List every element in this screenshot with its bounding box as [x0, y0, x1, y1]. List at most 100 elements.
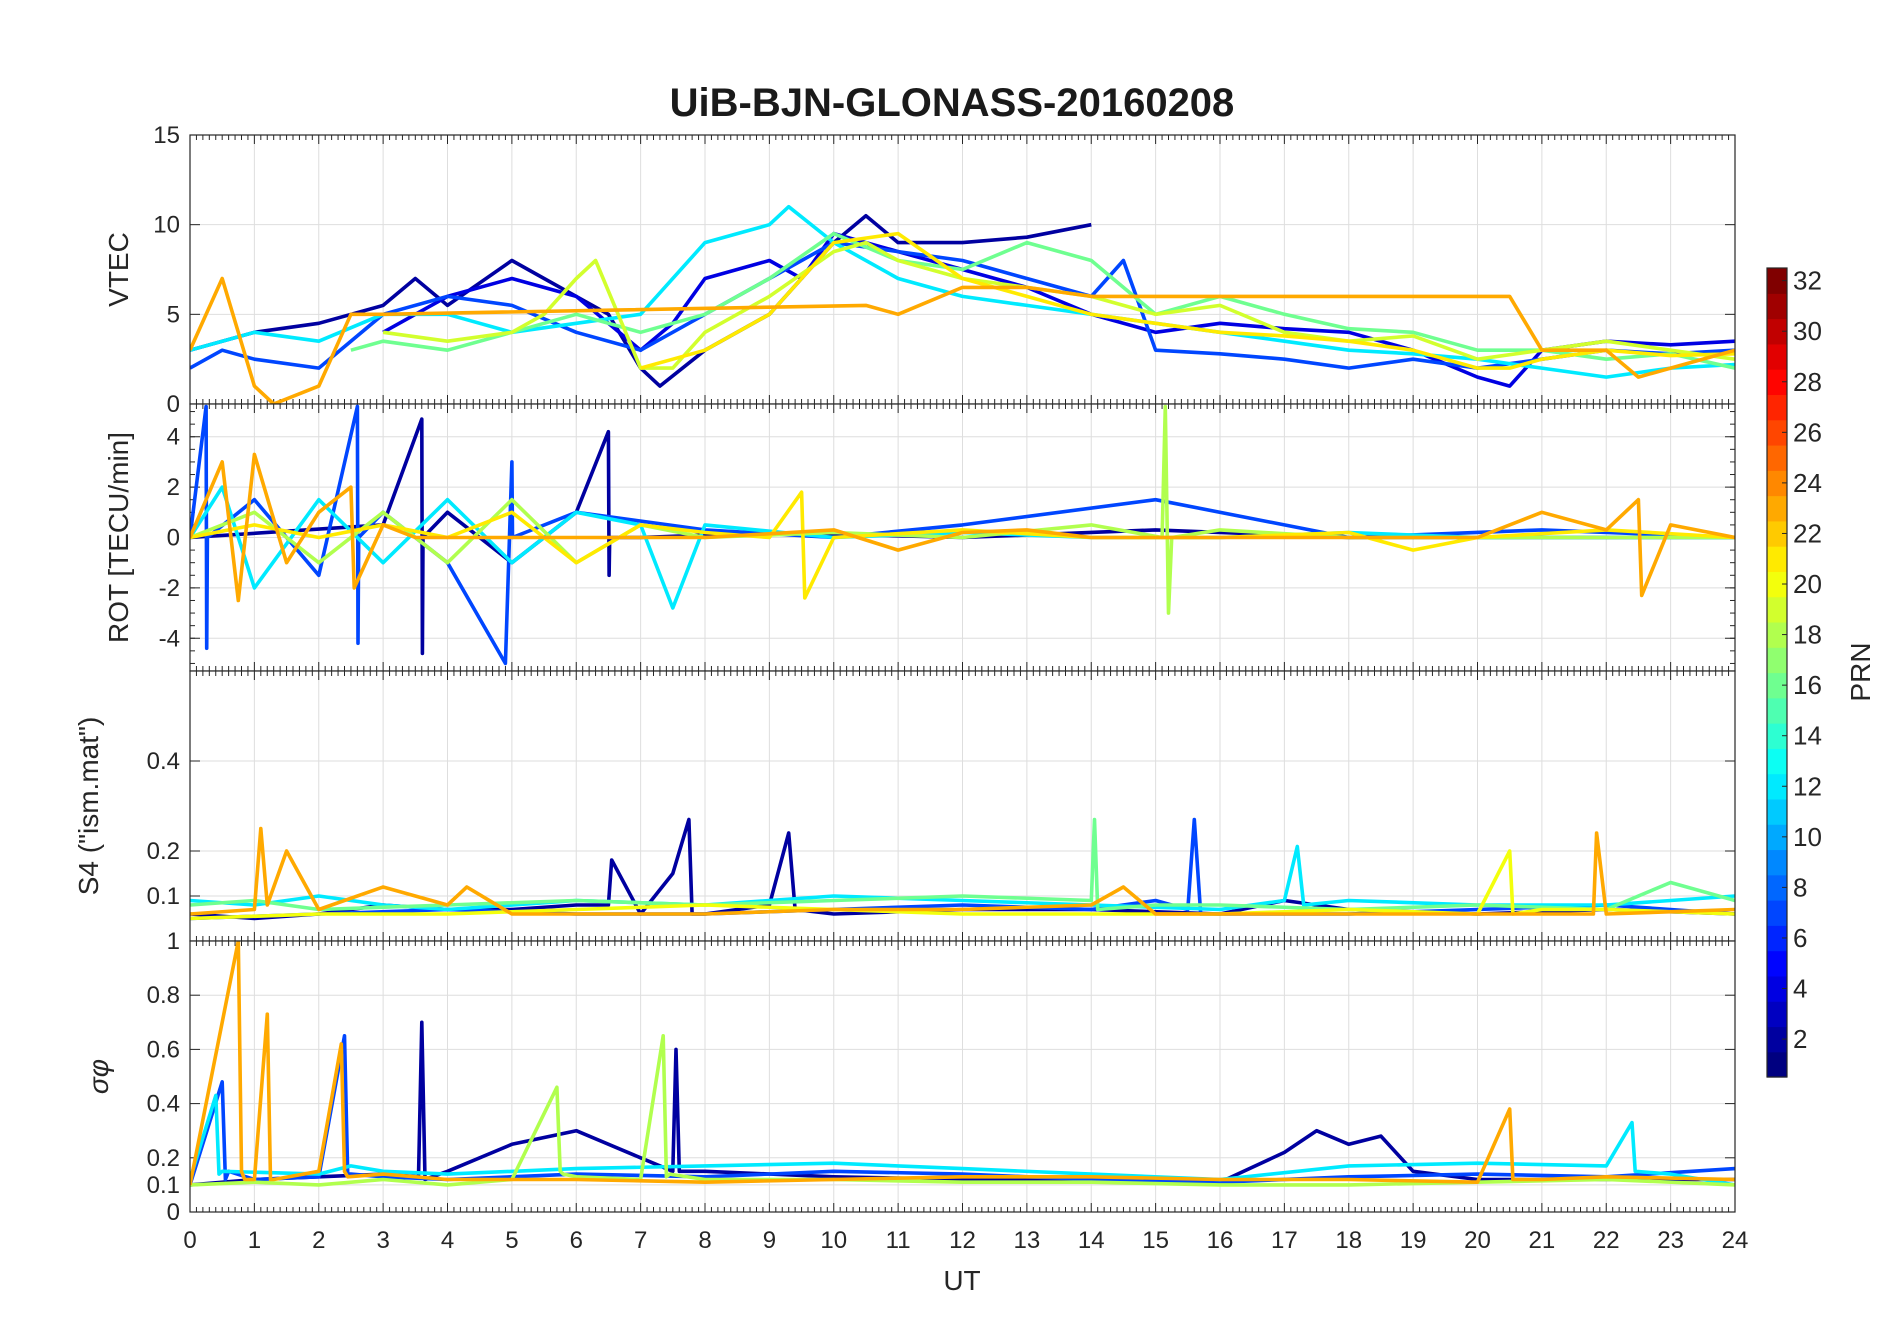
series-line-prn-23 — [190, 941, 1735, 1186]
series-line-prn-23 — [190, 826, 1735, 916]
colorbar-swatch — [1767, 369, 1787, 396]
colorbar-swatch — [1767, 647, 1787, 674]
colorbar-swatch — [1767, 495, 1787, 522]
x-tick-label: 6 — [570, 1227, 583, 1254]
colorbar-swatch — [1767, 874, 1787, 901]
panel-frame — [189, 940, 1736, 1213]
y-tick-label: 0 — [167, 391, 180, 418]
x-axis-label: UT — [943, 1265, 980, 1296]
rot-panel: -4 -2 0 2 4 ROT [TECU/min] — [103, 403, 1736, 672]
series-line-prn-12 — [190, 844, 1735, 912]
x-tick-label: 11 — [886, 1227, 911, 1254]
x-tick-label: 13 — [1014, 1227, 1041, 1254]
y-tick-label: 0 — [167, 1199, 180, 1226]
colorbar-swatch — [1767, 293, 1787, 320]
y-tick-label: 0.2 — [147, 838, 180, 865]
x-tick-label: 15 — [1142, 1227, 1169, 1254]
series-line-prn-21 — [190, 490, 1735, 600]
colorbar-swatch — [1767, 900, 1787, 926]
x-tick-label: 10 — [820, 1227, 847, 1254]
series-line-prn-23 — [190, 452, 1735, 603]
y-tick-label: 0.4 — [147, 1091, 180, 1118]
y-tick-label: 10 — [153, 212, 180, 239]
y-tick-label: 5 — [167, 301, 180, 328]
x-tick-label: 12 — [949, 1227, 976, 1254]
colorbar-swatch — [1767, 723, 1787, 749]
colorbar-tick-label: 16 — [1793, 670, 1822, 700]
colorbar-tick-label: 8 — [1793, 872, 1807, 902]
colorbar-swatch — [1767, 950, 1787, 977]
y-axis-label: σφ — [83, 1059, 114, 1094]
series-line-prn-19 — [382, 240, 1735, 370]
colorbar-label: PRN — [1845, 642, 1876, 701]
colorbar-swatch — [1767, 596, 1787, 623]
series-line-prn-2 — [190, 1020, 1735, 1187]
x-tick-label: 21 — [1529, 1227, 1556, 1254]
y-tick-label: 0.8 — [147, 982, 180, 1009]
colorbar-tick-label: 18 — [1793, 620, 1822, 650]
colorbar-swatch — [1767, 546, 1787, 572]
colorbar-tick-label: 10 — [1793, 822, 1822, 852]
x-tick-label: 20 — [1464, 1227, 1491, 1254]
colorbar-tick-label: 4 — [1793, 974, 1807, 1004]
x-tick-label: 16 — [1207, 1227, 1234, 1254]
x-tick-label: 23 — [1657, 1227, 1684, 1254]
colorbar-tick-label: 22 — [1793, 518, 1822, 548]
x-tick-label: 18 — [1335, 1227, 1362, 1254]
x-tick-label: 9 — [763, 1227, 776, 1254]
y-tick-label: 0.1 — [147, 1172, 180, 1199]
y-tick-label: 4 — [167, 424, 180, 451]
y-tick-label: 1 — [167, 928, 180, 955]
colorbar-swatch — [1767, 520, 1787, 547]
colorbar-swatch — [1767, 1026, 1787, 1053]
x-tick-label: 24 — [1722, 1227, 1749, 1254]
y-tick-label: 2 — [167, 474, 180, 501]
s4-panel: 0.1 0.2 0.4 S4 ("ism.mat") — [73, 670, 1736, 942]
colorbar-swatch — [1767, 343, 1787, 370]
series-line-prn-7 — [190, 240, 1735, 370]
x-tick-label: 2 — [312, 1227, 325, 1254]
colorbar-swatch — [1767, 1051, 1787, 1078]
y-tick-label: 0.2 — [147, 1145, 180, 1172]
colorbar-swatch — [1767, 268, 1787, 294]
vtec-panel: 0 5 10 15 VTEC — [103, 122, 1736, 418]
x-tick-label: 14 — [1078, 1227, 1105, 1254]
colorbar-swatch — [1767, 975, 1787, 1002]
series-line-prn-2 — [190, 417, 1735, 656]
colorbar-tick-label: 30 — [1793, 316, 1822, 346]
x-tick-label: 17 — [1271, 1227, 1298, 1254]
y-axis-label: S4 ("ism.mat") — [73, 717, 104, 896]
x-tick-label: 22 — [1593, 1227, 1620, 1254]
y-tick-label: -2 — [159, 575, 180, 602]
x-tick-label: 5 — [505, 1227, 518, 1254]
colorbar-swatch — [1767, 925, 1787, 952]
x-tick-label: 8 — [698, 1227, 711, 1254]
colorbar-swatch — [1767, 394, 1787, 421]
colorbar-tick-label: 14 — [1793, 721, 1822, 751]
x-tick-label: 0 — [183, 1227, 196, 1254]
colorbar-tick-label: 24 — [1793, 468, 1822, 498]
series-line-prn-16 — [190, 817, 1735, 912]
colorbar-swatch — [1767, 748, 1787, 775]
series-line-prn-12 — [190, 204, 1735, 379]
y-axis-label: VTEC — [103, 232, 134, 307]
colorbar-tick-label: 20 — [1793, 569, 1822, 599]
colorbar-tick-label: 2 — [1793, 1024, 1807, 1054]
colorbar-tick-label: 6 — [1793, 923, 1807, 953]
x-tick-label: 19 — [1400, 1227, 1427, 1254]
series-line-prn-16 — [350, 231, 1735, 370]
colorbar-swatch — [1767, 419, 1787, 446]
colorbar-swatch — [1767, 798, 1787, 825]
colorbar-swatch — [1767, 773, 1787, 800]
series-line-prn-2 — [190, 213, 1092, 388]
series-line-prn-18 — [190, 1034, 1735, 1187]
x-tick-label: 4 — [441, 1227, 454, 1254]
y-tick-label: 0.1 — [147, 883, 180, 910]
colorbar-swatch — [1767, 824, 1787, 851]
colorbar-swatch — [1767, 470, 1787, 497]
colorbar-swatch — [1767, 621, 1787, 648]
y-tick-label: 0.6 — [147, 1036, 180, 1063]
